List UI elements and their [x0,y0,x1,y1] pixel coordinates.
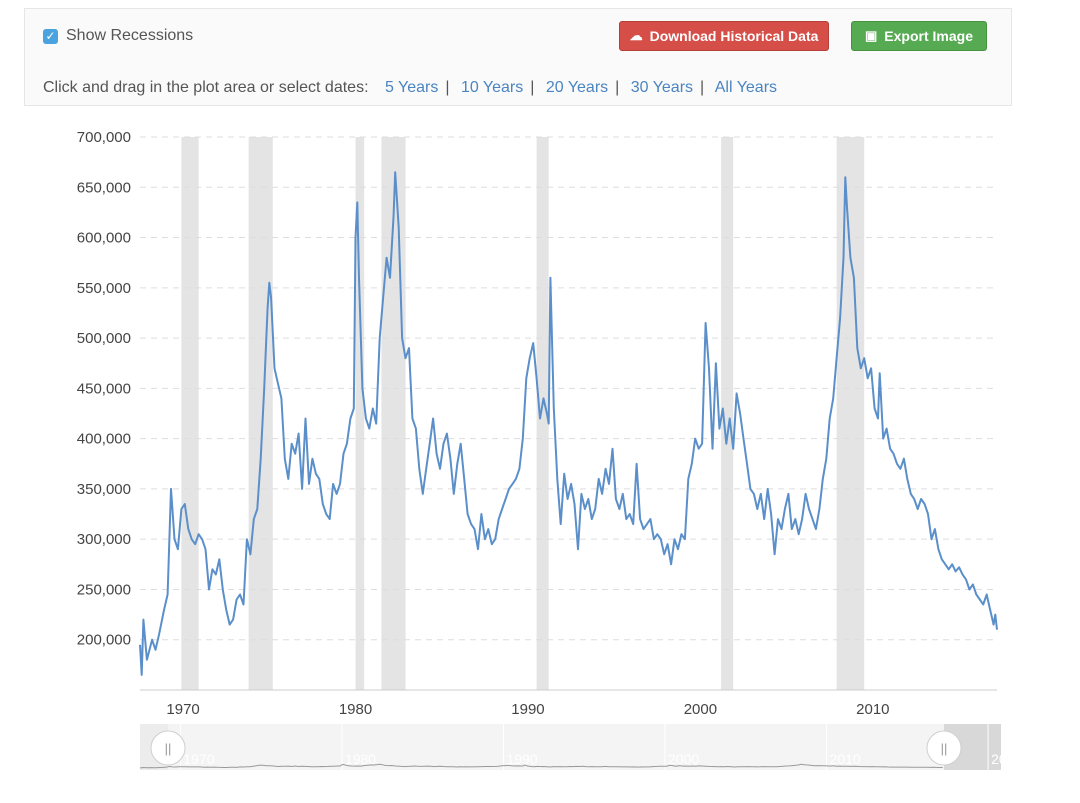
navigator-label: 2000 [668,751,699,767]
export-button-label: Export Image [884,28,973,44]
export-image-button[interactable]: ▣ Export Image [851,21,987,51]
show-recessions-toggle[interactable]: ✓ Show Recessions [43,27,193,45]
y-tick-label: 300,000 [77,531,131,548]
y-tick-label: 500,000 [77,330,131,347]
range-30-years[interactable]: 30 Years [630,79,694,96]
navigator-right-handle[interactable] [926,730,962,766]
show-recessions-label: Show Recessions [66,27,194,44]
y-tick-label: 350,000 [77,481,131,498]
range-separator: | [530,79,535,96]
download-historical-data-button[interactable]: ☁ Download Historical Data [619,21,829,51]
recession-band [181,137,199,690]
y-tick-label: 450,000 [77,380,131,397]
cloud-download-icon: ☁ [629,28,643,43]
date-range-selector: Click and drag in the plot area or selec… [43,79,777,97]
x-tick-label: 2010 [856,701,889,718]
y-tick-label: 650,000 [77,179,131,196]
range-all-years[interactable]: All Years [714,79,778,96]
x-tick-label: 1980 [339,701,372,718]
recession-band [721,137,734,690]
checkbox-checked-icon[interactable]: ✓ [43,28,58,44]
x-tick-label: 1970 [166,701,199,718]
y-tick-label: 200,000 [77,632,131,649]
range-prompt: Click and drag in the plot area or selec… [43,79,369,96]
navigator-left-handle[interactable] [150,730,186,766]
y-tick-label: 400,000 [77,431,131,448]
recession-band [836,137,865,690]
image-icon: ▣ [865,28,878,43]
navigator-label: 1970 [183,751,214,767]
navigator-label: 2020 [991,751,1022,767]
x-tick-label: 1990 [511,701,544,718]
recession-band [355,137,365,690]
recession-band [536,137,549,690]
range-separator: | [445,79,450,96]
x-tick-label: 2000 [684,701,717,718]
navigator-label: 2010 [830,751,861,767]
range-20-years[interactable]: 20 Years [545,79,609,96]
y-tick-label: 550,000 [77,280,131,297]
range-separator: | [700,79,705,96]
navigator-selected-range[interactable] [168,724,944,770]
handle-grip-icon: || [165,741,172,756]
recession-band [248,137,273,690]
navigator-label: 1990 [506,751,537,767]
y-tick-label: 250,000 [77,581,131,598]
range-separator: | [615,79,620,96]
range-10-years[interactable]: 10 Years [460,79,524,96]
page-side-strip [1072,0,1080,803]
navigator-label: 1980 [345,751,376,767]
range-5-years[interactable]: 5 Years [384,79,439,96]
y-tick-label: 600,000 [77,230,131,247]
series-line[interactable] [139,171,998,676]
download-button-label: Download Historical Data [649,28,819,44]
handle-grip-icon: || [941,741,948,756]
chart-toolbar: ✓ Show Recessions ☁ Download Historical … [24,8,1012,106]
navigator-series [139,763,943,769]
y-tick-label: 700,000 [77,129,131,146]
